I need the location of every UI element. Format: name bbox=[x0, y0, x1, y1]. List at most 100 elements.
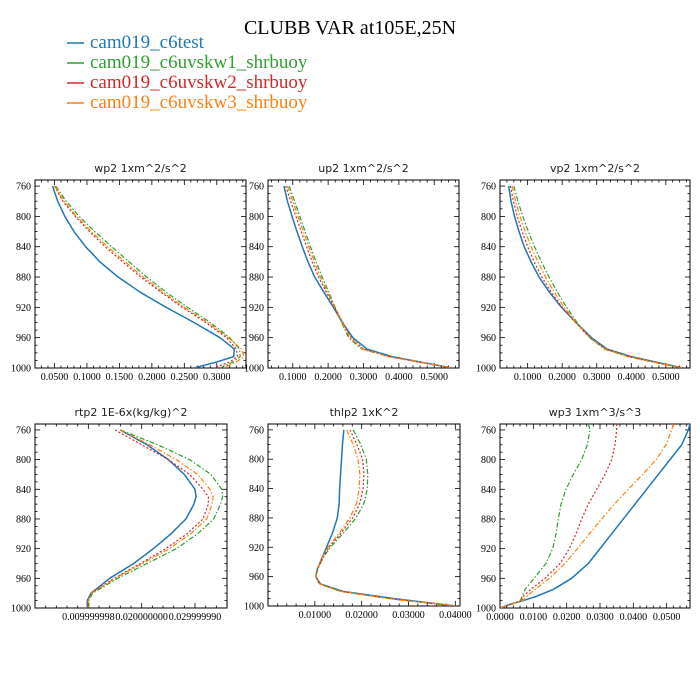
y-tick-label: 920 bbox=[16, 303, 31, 314]
y-tick-label: 760 bbox=[481, 182, 496, 193]
x-tick-label: 0.01000 bbox=[299, 610, 332, 621]
y-tick-label: 1000 bbox=[244, 602, 264, 613]
y-tick-label: 760 bbox=[16, 425, 31, 436]
series-line-1 bbox=[51, 185, 236, 368]
series-line-2 bbox=[55, 185, 241, 368]
y-tick-label: 840 bbox=[249, 242, 264, 253]
y-tick-label: 760 bbox=[249, 425, 264, 436]
x-tick-label: 0.2000 bbox=[548, 372, 576, 383]
x-tick-label: 0.3000 bbox=[203, 372, 231, 383]
y-tick-label: 920 bbox=[481, 303, 496, 314]
y-tick-label: 880 bbox=[16, 514, 31, 525]
y-tick-label: 840 bbox=[249, 484, 264, 495]
y-tick-label: 960 bbox=[16, 574, 31, 585]
plot-frame bbox=[267, 423, 461, 607]
x-tick-label: 0.2000 bbox=[314, 372, 342, 383]
panel-title: wp2 1xm^2/s^2 bbox=[94, 162, 187, 175]
x-tick-label: 0.02000 bbox=[345, 610, 378, 621]
y-tick-label: 760 bbox=[481, 425, 496, 436]
y-tick-label: 920 bbox=[481, 544, 496, 555]
y-tick-label: 960 bbox=[481, 333, 496, 344]
panel-title: up2 1xm^2/s^2 bbox=[318, 162, 409, 175]
series-line-1 bbox=[86, 429, 197, 608]
plot-frame bbox=[499, 423, 691, 609]
series-line-2 bbox=[88, 429, 224, 608]
legend: cam019_c6testcam019_c6uvskw1_shrbuoycam0… bbox=[67, 32, 308, 113]
y-tick-label: 1000 bbox=[476, 604, 496, 615]
figure-title: CLUBB VAR at105E,25N bbox=[244, 17, 456, 39]
y-tick-label: 760 bbox=[249, 182, 264, 193]
y-tick-label: 880 bbox=[481, 273, 496, 284]
x-tick-label: 0.0500 bbox=[653, 612, 681, 623]
y-tick-label: 920 bbox=[249, 303, 264, 314]
y-tick-label: 840 bbox=[481, 485, 496, 496]
series-line-1 bbox=[315, 429, 456, 606]
x-tick-label: 0.0500 bbox=[41, 372, 69, 383]
series-line-4 bbox=[511, 185, 684, 368]
legend-label: cam019_c6test bbox=[90, 32, 205, 53]
series-line-4 bbox=[87, 429, 214, 608]
y-tick-label: 800 bbox=[481, 455, 496, 466]
y-tick-label: 960 bbox=[481, 574, 496, 585]
legend-label: cam019_c6uvskw1_shrbuoy bbox=[90, 52, 308, 73]
x-tick-label: 0.4000 bbox=[618, 372, 646, 383]
x-tick-label: 0.5000 bbox=[652, 372, 680, 383]
y-tick-label: 880 bbox=[249, 273, 264, 284]
y-tick-label: 1000 bbox=[244, 364, 264, 375]
series-line-3 bbox=[285, 185, 453, 368]
y-tick-label: 880 bbox=[481, 514, 496, 525]
y-tick-label: 960 bbox=[249, 333, 264, 344]
panel-title: rtp2 1E-6x(kg/kg)^2 bbox=[75, 406, 188, 419]
series-line-1 bbox=[500, 424, 690, 608]
plot-frame bbox=[34, 179, 247, 369]
panel-6: wp3 1xm^3/s^3 0.0000 0.0100 0.0200 0.0300 0.0… bbox=[476, 406, 691, 623]
panel-title: thlp2 1xK^2 bbox=[330, 406, 399, 419]
y-tick-label: 800 bbox=[249, 212, 264, 223]
series-line-2 bbox=[288, 185, 453, 368]
x-tick-label: 0.3000 bbox=[350, 372, 378, 383]
x-tick-label: 0.009999998 bbox=[62, 612, 115, 623]
x-tick-label: 0.04000 bbox=[439, 610, 472, 621]
panel-4: rtp2 1E-6x(kg/kg)^2 0.009999998 0.02000000… bbox=[11, 406, 228, 623]
y-tick-label: 920 bbox=[16, 544, 31, 555]
series-line-4 bbox=[286, 185, 453, 368]
plot-frame bbox=[34, 423, 228, 609]
y-tick-label: 800 bbox=[481, 212, 496, 223]
y-tick-label: 840 bbox=[481, 242, 496, 253]
x-tick-label: 0.0200 bbox=[553, 612, 581, 623]
x-tick-label: 0.0300 bbox=[586, 612, 614, 623]
y-tick-label: 1000 bbox=[476, 364, 496, 375]
x-tick-label: 0.0400 bbox=[620, 612, 648, 623]
x-tick-label: 0.03000 bbox=[392, 610, 425, 621]
y-tick-label: 1000 bbox=[11, 364, 31, 375]
series-line-2 bbox=[500, 424, 591, 608]
x-tick-label: 0.3000 bbox=[583, 372, 611, 383]
x-tick-label: 0.4000 bbox=[385, 372, 413, 383]
x-tick-label: 0.1000 bbox=[514, 372, 542, 383]
x-tick-label: 0.0100 bbox=[520, 612, 548, 623]
panel-2: up2 1xm^2/s^2 0.1000 0.2000 0.3000 0.4000 0.5… bbox=[244, 162, 460, 383]
series-line-4 bbox=[500, 424, 674, 608]
y-tick-label: 840 bbox=[16, 485, 31, 496]
legend-label: cam019_c6uvskw3_shrbuoy bbox=[90, 92, 308, 113]
series-line-4 bbox=[53, 185, 245, 368]
y-tick-label: 800 bbox=[16, 212, 31, 223]
x-tick-label: 0.029999990 bbox=[169, 612, 222, 623]
legend-label: cam019_c6uvskw2_shrbuoy bbox=[90, 72, 308, 93]
x-tick-label: 0.1000 bbox=[73, 372, 101, 383]
panel-5: thlp2 1xK^2 0.01000 0.02000 0.03000 0.04000 7… bbox=[244, 406, 472, 621]
y-tick-label: 840 bbox=[16, 242, 31, 253]
series-line-3 bbox=[315, 429, 456, 606]
y-tick-label: 880 bbox=[16, 273, 31, 284]
y-tick-label: 800 bbox=[249, 455, 264, 466]
series-line-2 bbox=[315, 429, 456, 606]
x-tick-label: 0.1500 bbox=[106, 372, 134, 383]
y-tick-label: 920 bbox=[249, 543, 264, 554]
y-tick-label: 880 bbox=[249, 513, 264, 524]
panel-1: wp2 1xm^2/s^2 0.0500 0.1000 0.1500 0.2000 0.2… bbox=[11, 162, 247, 383]
x-tick-label: 0.2000 bbox=[138, 372, 166, 383]
y-tick-label: 960 bbox=[16, 333, 31, 344]
y-tick-label: 960 bbox=[249, 572, 264, 583]
x-tick-label: 0.020000000 bbox=[115, 612, 168, 623]
x-tick-label: 0.2500 bbox=[171, 372, 199, 383]
